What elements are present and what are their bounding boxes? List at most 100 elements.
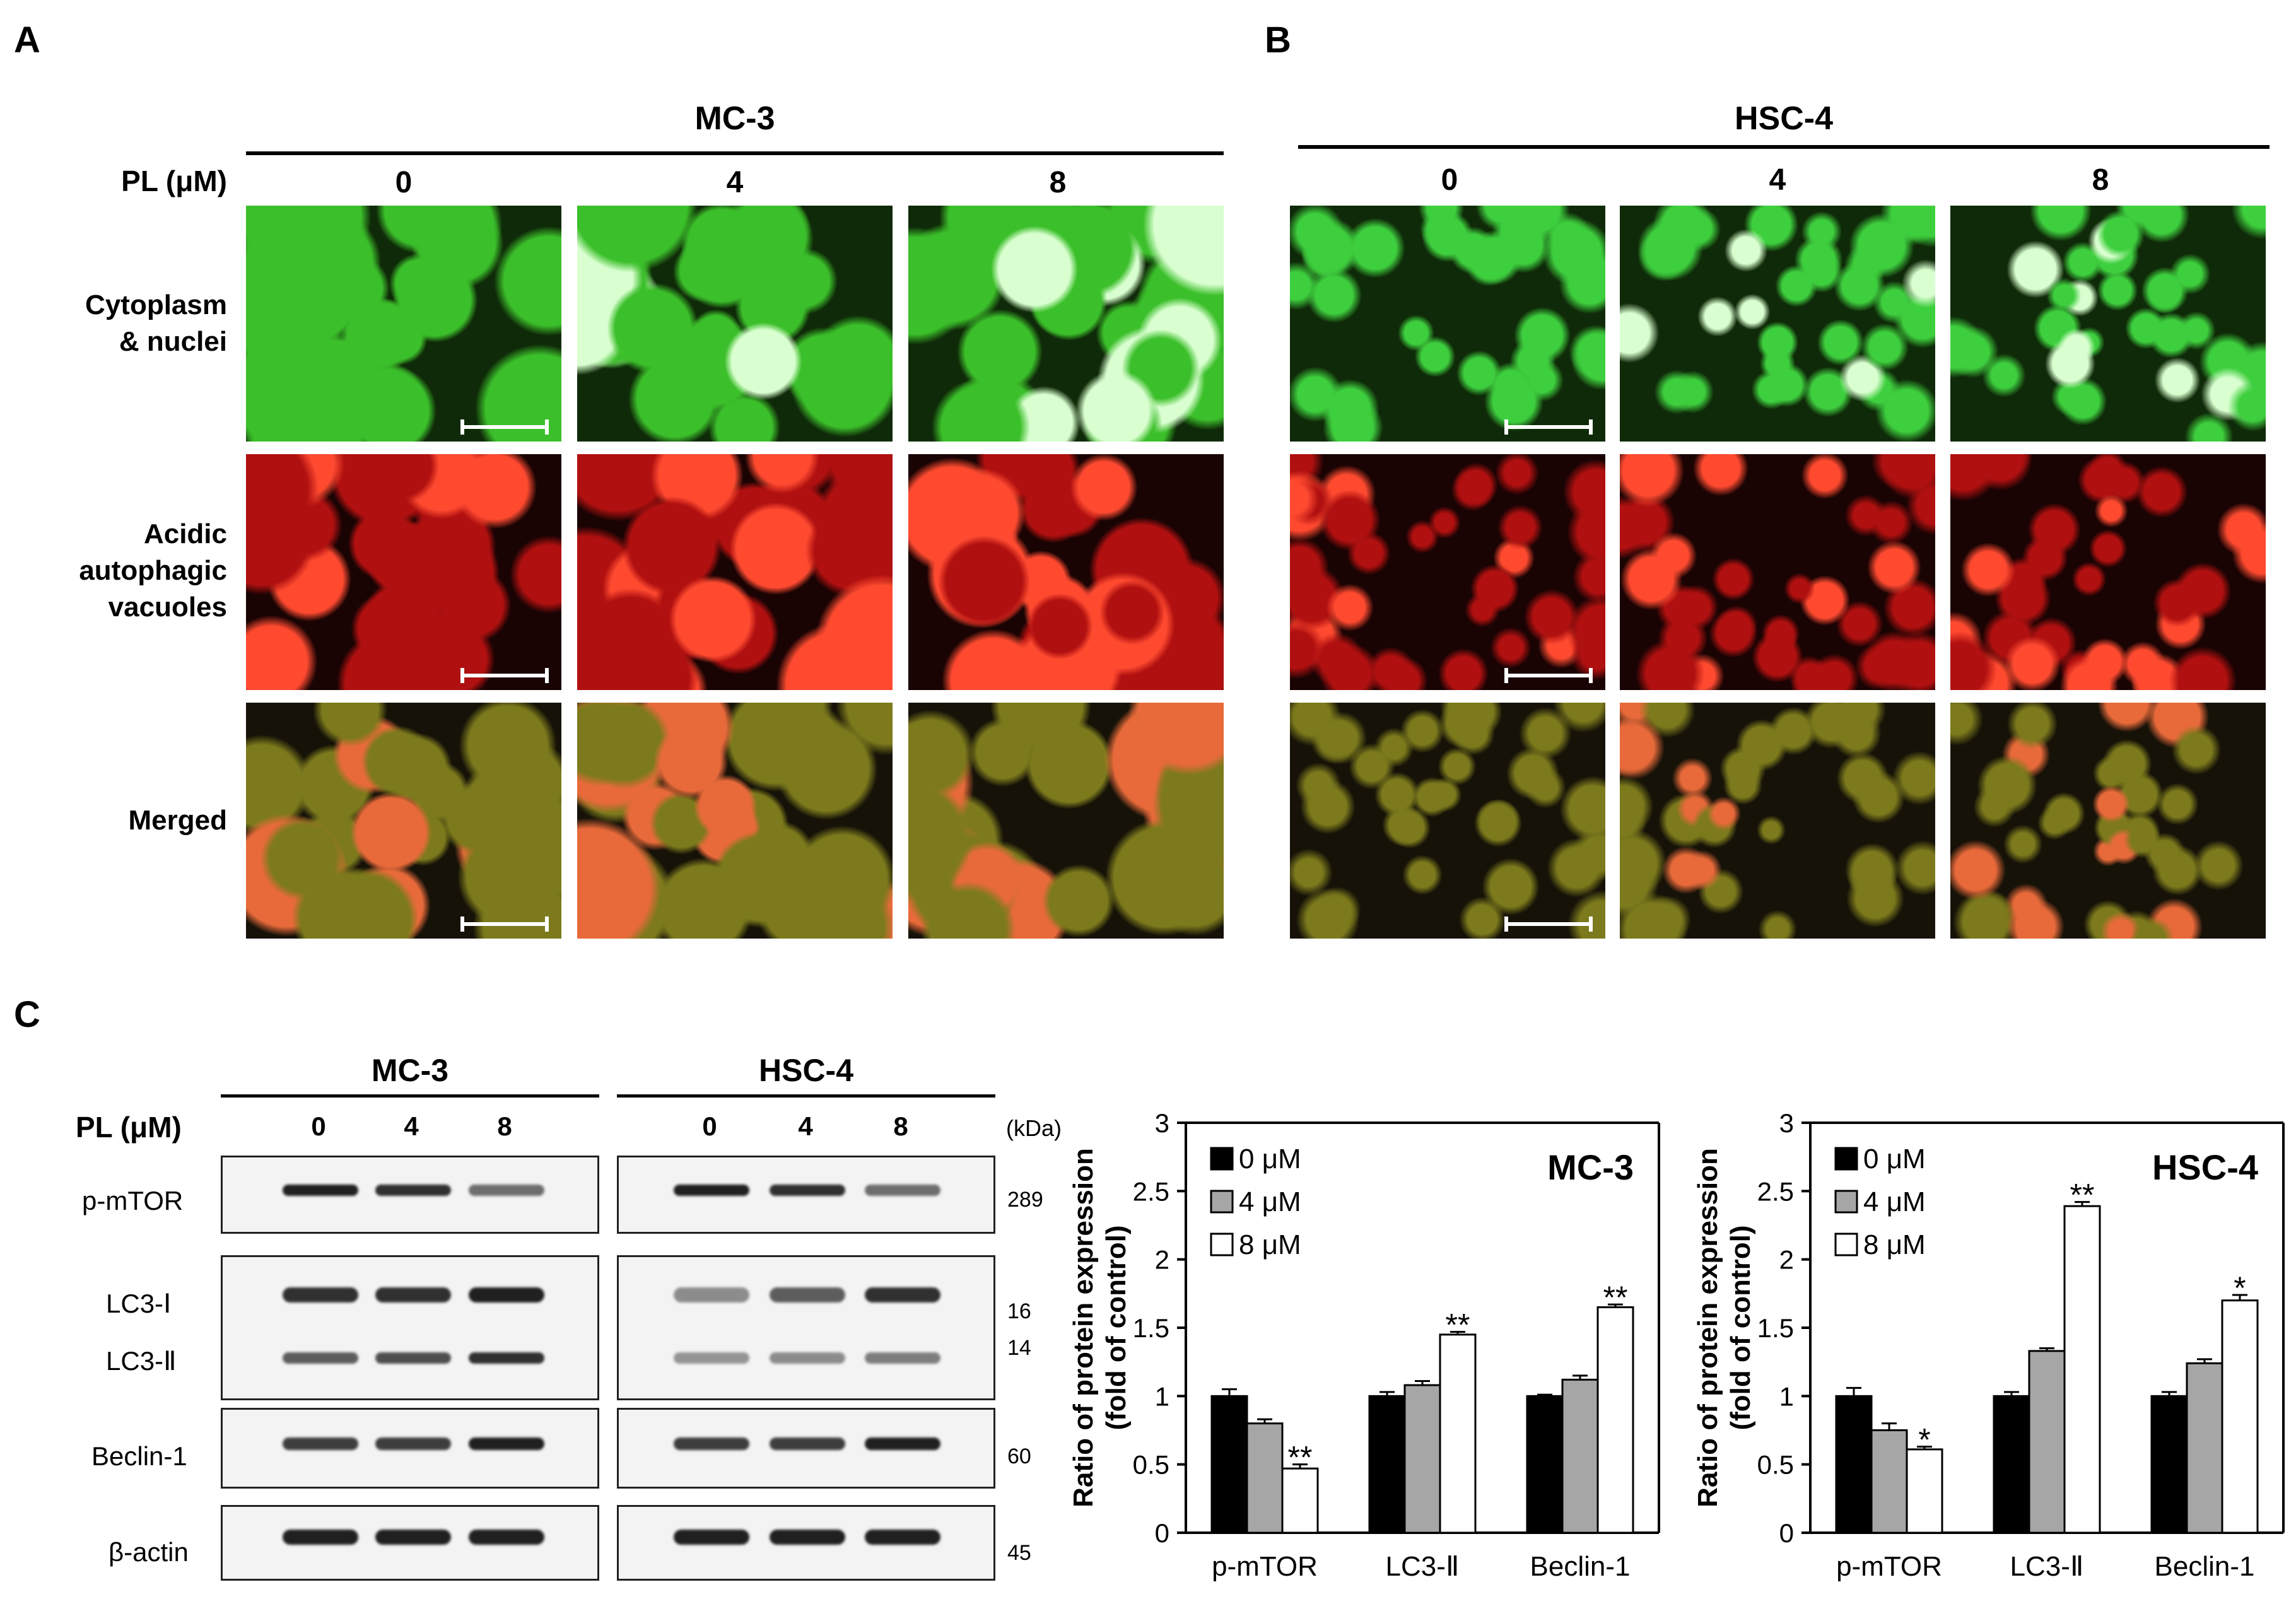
bar — [2028, 1350, 2066, 1534]
legend-label: 4 μM — [1239, 1186, 1301, 1217]
y-tick-label: 1 — [1155, 1381, 1169, 1411]
scale-bar — [1504, 916, 1593, 932]
y-axis-label: Ratio of protein expression(fold of cont… — [1068, 1148, 1132, 1508]
micrograph-image — [1950, 206, 2266, 442]
blot-band — [865, 1352, 940, 1364]
micrograph-image — [1290, 206, 1605, 442]
blot-band — [469, 1530, 544, 1545]
bar — [1596, 1306, 1634, 1534]
legend-swatch — [1210, 1147, 1234, 1171]
legend-swatch — [1834, 1232, 1858, 1256]
bar-chart-hsc4: 0 0.5 1 1.5 2 2.5 3 Ratio of protein expression… — [1692, 1108, 2285, 1582]
micrograph-image — [1290, 454, 1605, 690]
blot-band — [674, 1185, 749, 1196]
row-label-merged: Merged — [25, 802, 227, 839]
pl-concentration-label: PL (μM) — [121, 165, 227, 197]
legend-swatch — [1210, 1190, 1234, 1214]
x-tick-label: LC3-Ⅱ — [2010, 1551, 2083, 1582]
blot-band — [375, 1437, 451, 1450]
row-label-line: autophagic — [79, 555, 227, 586]
micrograph-image — [908, 454, 1224, 690]
protein-label-beta-actin: β-actin — [108, 1537, 189, 1567]
scale-bar — [460, 668, 549, 683]
micrograph-image — [246, 206, 561, 442]
x-tick-label: Beclin-1 — [2155, 1551, 2255, 1582]
blot-lc3 — [617, 1255, 995, 1400]
protein-label-lc3-i: LC3-Ⅰ — [106, 1289, 172, 1318]
blot-beclin-1 — [617, 1408, 995, 1489]
x-tick-label: Beclin-1 — [1530, 1551, 1631, 1582]
panel-b-conc-4: 4 — [1769, 163, 1786, 197]
micrograph-image — [1620, 454, 1935, 690]
blot-band — [770, 1437, 845, 1450]
micrograph-image — [577, 703, 893, 939]
y-tick-label: 1.5 — [1757, 1313, 1794, 1343]
bar — [1561, 1378, 1599, 1534]
bar — [1281, 1467, 1319, 1534]
panel-b-conc-8: 8 — [2092, 163, 2109, 197]
panel-a-conc-0: 0 — [395, 166, 413, 199]
panel-label-a: A — [14, 20, 40, 61]
blot-band — [865, 1530, 940, 1545]
western-mc3-conc-4: 4 — [404, 1111, 419, 1141]
y-axis-label-line: Ratio of protein expression — [1692, 1148, 1723, 1508]
bar — [1870, 1429, 1908, 1534]
micrograph-image — [908, 206, 1224, 442]
legend-swatch — [1834, 1147, 1858, 1171]
x-tick-label: p-mTOR — [1212, 1551, 1318, 1582]
y-tick-label: 0.5 — [1133, 1450, 1169, 1480]
western-mc3-conc-0: 0 — [311, 1111, 326, 1141]
significance-annotation: ** — [2070, 1178, 2095, 1213]
blot-band — [770, 1530, 845, 1545]
micrograph-image — [577, 454, 893, 690]
legend-label: 4 μM — [1863, 1186, 1926, 1217]
blot-band — [375, 1287, 451, 1303]
y-tick-label: 1.5 — [1133, 1313, 1169, 1343]
significance-annotation: ** — [1288, 1440, 1313, 1475]
chart-title: HSC-4 — [2152, 1147, 2258, 1187]
y-tick-label: 0.5 — [1757, 1450, 1794, 1480]
bar — [1368, 1395, 1406, 1534]
micrograph-image — [908, 703, 1224, 939]
blot-band — [770, 1352, 845, 1364]
blot-band — [674, 1437, 749, 1450]
chart-title: MC-3 — [1547, 1147, 1634, 1187]
blot-band — [283, 1185, 358, 1196]
blot-beta-actin — [617, 1505, 995, 1581]
blot-band — [283, 1530, 358, 1545]
y-tick-label: 2 — [1155, 1245, 1169, 1275]
panel-b-conc-0: 0 — [1441, 163, 1458, 197]
kda-lc3-ii: 14 — [1007, 1336, 1031, 1360]
x-tick-label: p-mTOR — [1836, 1551, 1942, 1582]
row-label-line: & nuclei — [119, 326, 227, 357]
panel-b-title-underline — [1298, 145, 2270, 149]
blot-band — [865, 1287, 940, 1303]
kda-beta-actin: 45 — [1007, 1541, 1031, 1565]
panel-b-title: HSC-4 — [1734, 100, 1834, 137]
significance-annotation: * — [1918, 1422, 1930, 1458]
blot-p-mtor — [221, 1156, 599, 1234]
kda-lc3-i: 16 — [1007, 1299, 1031, 1323]
bar — [2150, 1395, 2188, 1534]
legend-label: 0 μM — [1863, 1144, 1926, 1174]
blot-band — [770, 1287, 845, 1303]
row-label-line: Acidic — [143, 518, 227, 549]
blot-band — [674, 1287, 749, 1303]
western-mc3-conc-8: 8 — [497, 1111, 512, 1141]
blot-band — [375, 1352, 451, 1364]
bar — [2221, 1299, 2259, 1534]
row-label-line: Merged — [128, 805, 227, 836]
y-axis-label: Ratio of protein expression(fold of cont… — [1692, 1148, 1756, 1508]
blot-band — [469, 1287, 544, 1303]
blot-band — [469, 1352, 544, 1364]
micrograph-image — [246, 454, 561, 690]
blot-band — [283, 1352, 358, 1364]
panel-a-title: MC-3 — [694, 100, 775, 137]
bar — [1439, 1333, 1477, 1534]
protein-label-lc3-ii: LC3-Ⅱ — [106, 1346, 177, 1376]
blot-beta-actin — [221, 1505, 599, 1581]
scale-bar — [1504, 668, 1593, 683]
row-label-line: Cytoplasm — [85, 290, 227, 320]
micrograph-image — [1620, 206, 1935, 442]
blot-band — [865, 1437, 940, 1450]
